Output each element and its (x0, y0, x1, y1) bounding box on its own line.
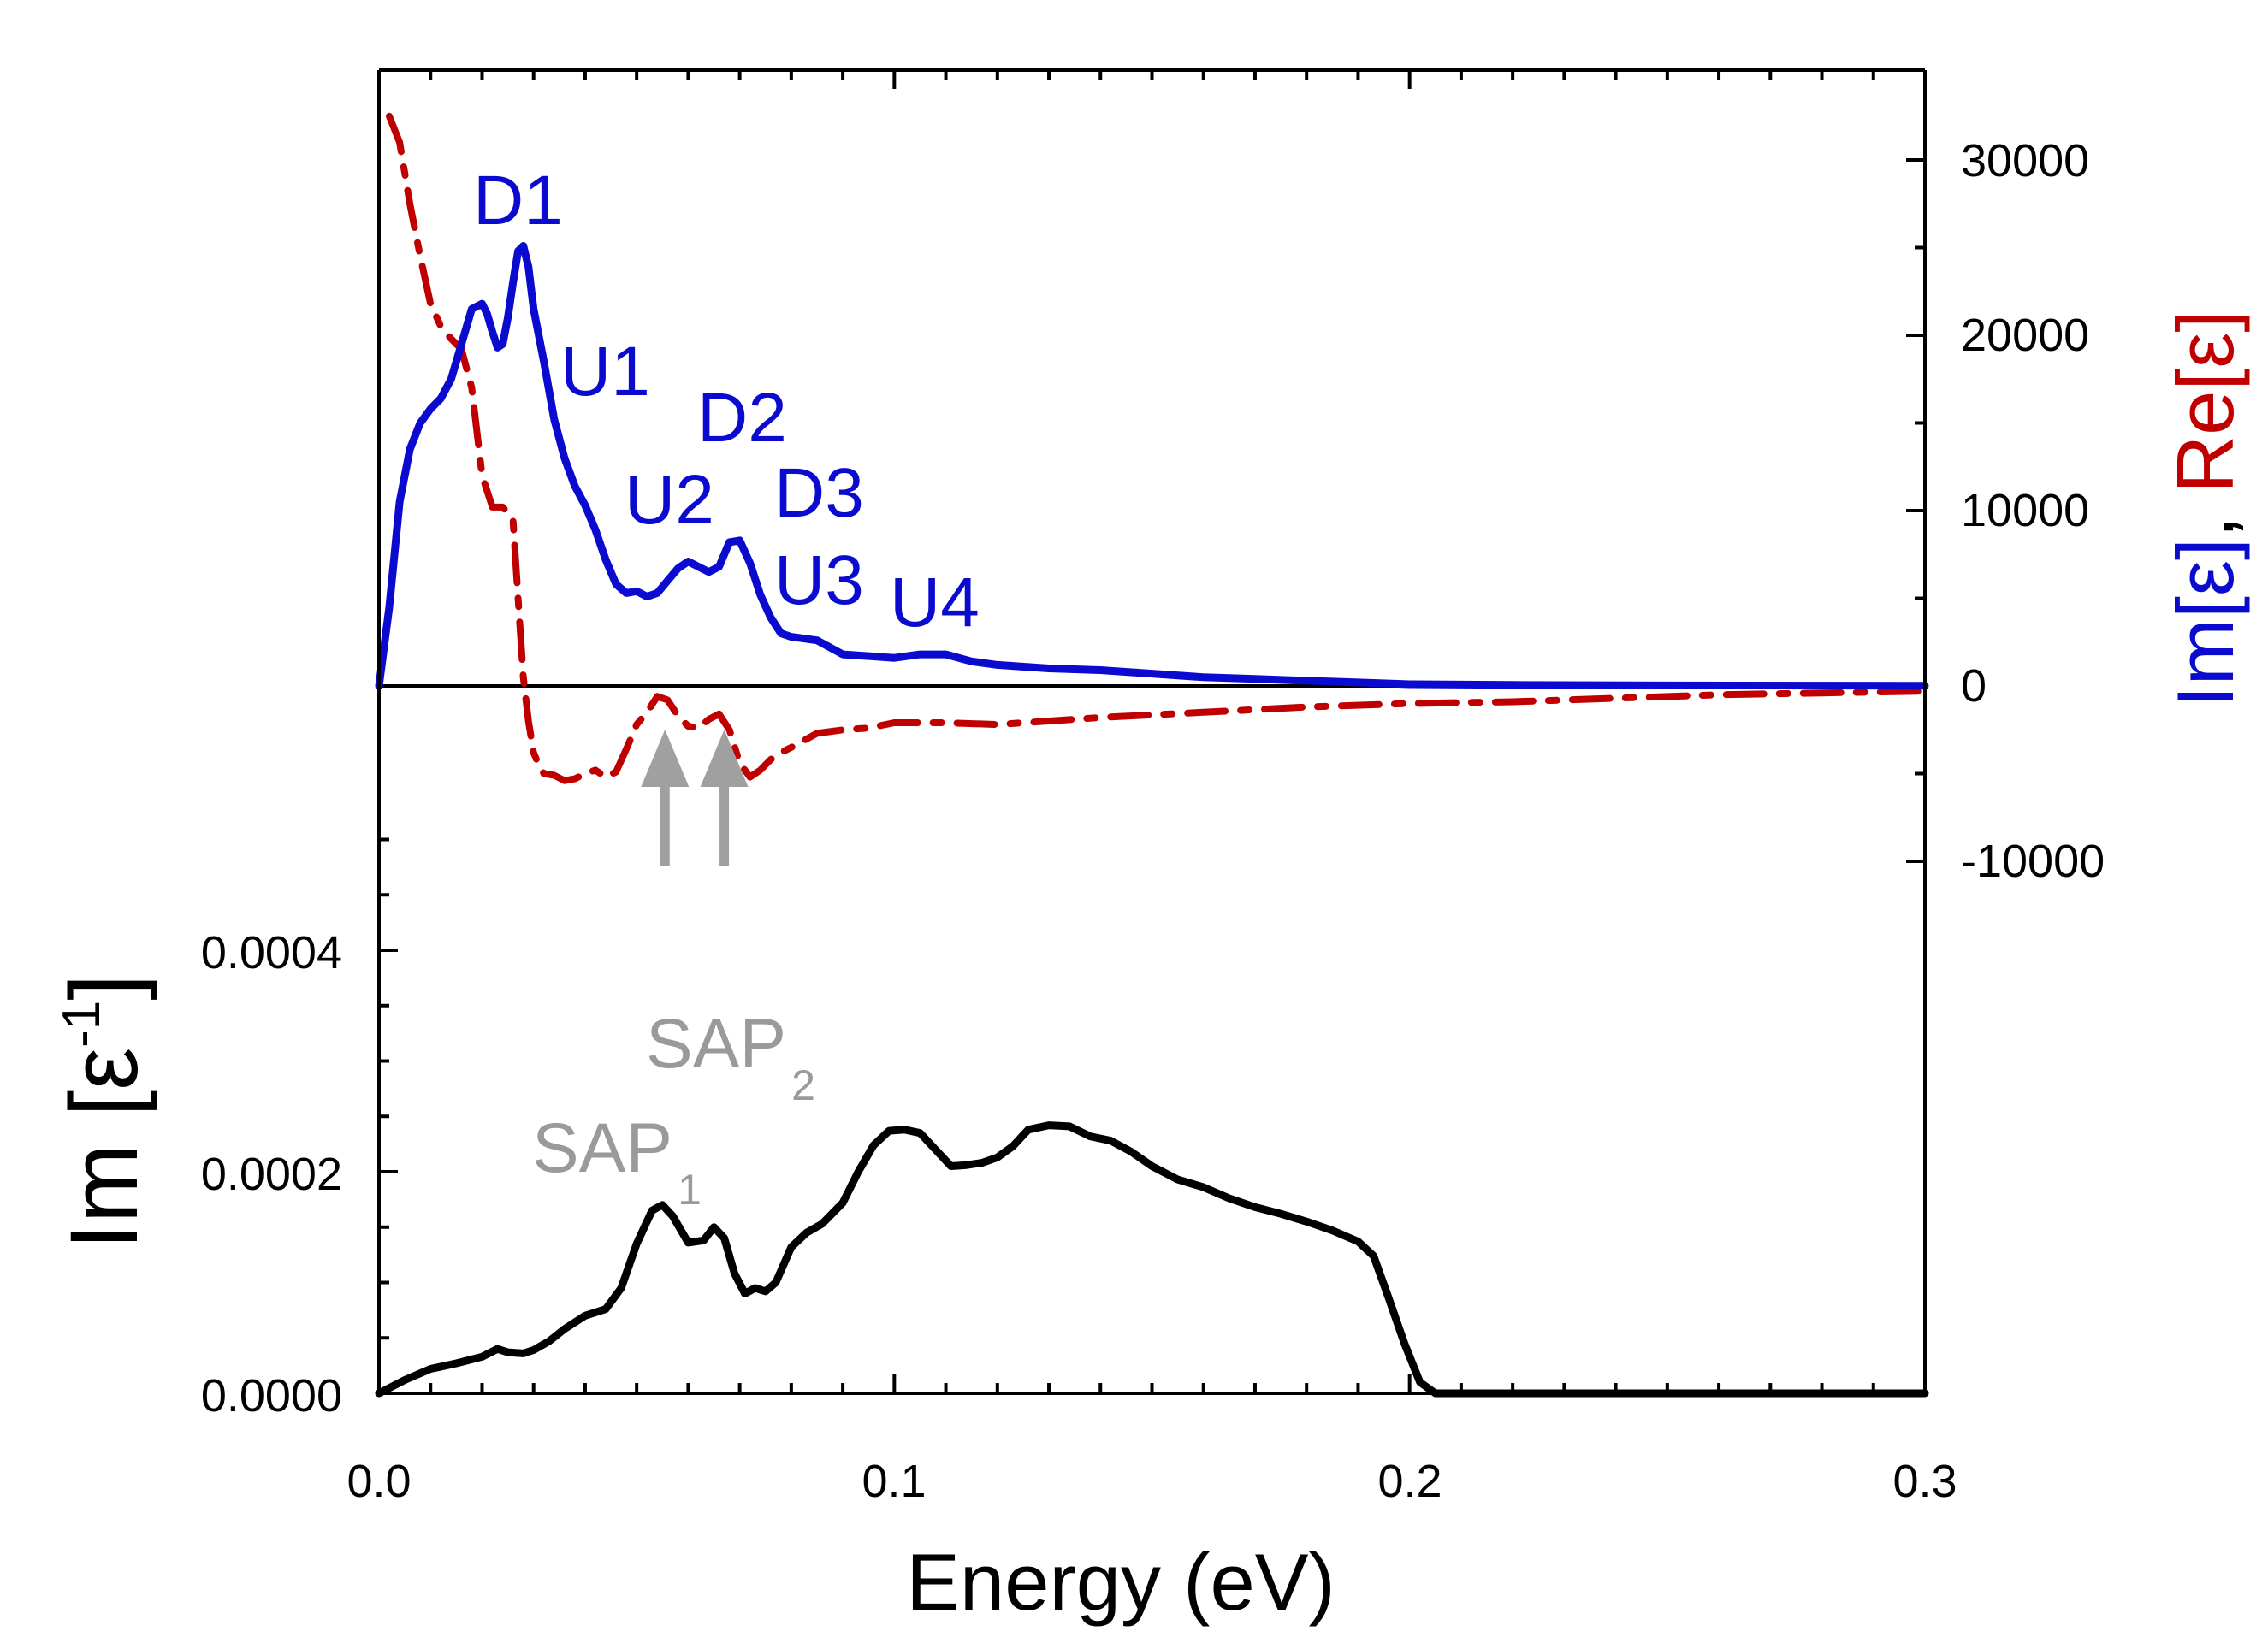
arrow-sap1 (641, 730, 690, 866)
re-epsilon-series (386, 112, 1928, 784)
annotation-d3: D3 (774, 454, 864, 532)
arrow-sap2 (700, 730, 749, 866)
im-epsilon-series (375, 242, 1929, 690)
x-tick-label: 0.1 (862, 1456, 926, 1507)
annotation-d1: D1 (473, 162, 563, 239)
annotation-sap2-main: SAP (646, 1005, 786, 1083)
right-tick-label: 10000 (1961, 485, 2089, 536)
sap-arrows (641, 730, 749, 866)
x-tick-label: 0.0 (346, 1456, 411, 1507)
loss-function-series (375, 1121, 1929, 1398)
annotation-d2: D2 (697, 379, 787, 457)
right-tick-label: 30000 (1961, 135, 2089, 186)
x-tick-label: 0.2 (1377, 1456, 1442, 1507)
right-axis-title-re: Re[ε] (2160, 310, 2250, 493)
right-tick-label: -10000 (1961, 836, 2105, 887)
right-tick-label: 20000 (1961, 310, 2089, 361)
annotation-sap2-sub: 2 (791, 1061, 815, 1109)
x-axis-title: Energy (eV) (906, 1537, 1335, 1627)
right-tick-label: 0 (1961, 660, 1987, 712)
right-axis-title-im: Im[ε] (2160, 538, 2250, 708)
right-axis-title-sep: , (2160, 493, 2250, 538)
series-layer (375, 112, 1929, 1398)
left-tick-label: 0.0000 (201, 1370, 342, 1421)
left-axis-title-main: Im [ε (50, 1048, 157, 1250)
annotation-u4: U4 (890, 564, 980, 641)
left-axis-title-sup: -1 (52, 1001, 111, 1048)
right-axis-title: Im[ε], Re[ε] (2160, 310, 2250, 707)
left-axis-title: Im [ε-1] (50, 974, 157, 1250)
annotation-sap1-sub: 1 (678, 1166, 702, 1214)
annotation-sap1: SAP1 (532, 1109, 702, 1214)
annotation-u2: U2 (625, 461, 714, 539)
tick-marks (377, 70, 1927, 1395)
left-tick-label: 0.0002 (201, 1149, 342, 1200)
x-tick-label: 0.3 (1892, 1456, 1957, 1507)
annotation-sap2: SAP2 (646, 1005, 815, 1109)
annotation-u1: U1 (560, 333, 650, 411)
left-tick-label: 0.0004 (201, 927, 342, 978)
left-axis-title-close: ] (50, 974, 157, 1001)
annotation-u3: U3 (774, 541, 864, 619)
annotation-sap1-main: SAP (532, 1109, 672, 1187)
